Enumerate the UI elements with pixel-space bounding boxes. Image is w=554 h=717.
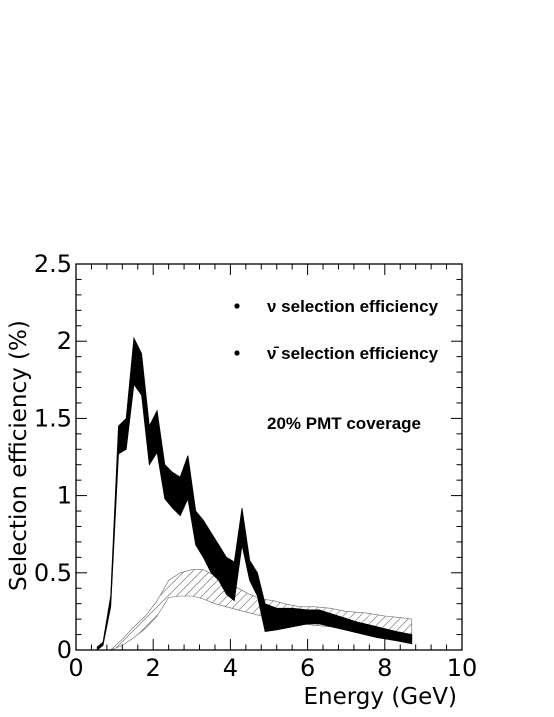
x-axis-title: Energy (GeV) [304, 684, 458, 710]
y-tick-label: 2.5 [34, 250, 72, 278]
annotation-pmt-coverage: 20% PMT coverage [267, 414, 421, 433]
x-tick-label: 0 [68, 654, 83, 682]
legend-label-nu: ν selection efficiency [267, 297, 439, 316]
y-tick-label: 1.5 [34, 404, 72, 432]
band-group [96, 336, 413, 650]
tick-group [75, 263, 463, 651]
series-band-0 [96, 336, 413, 650]
y-tick-label: 2 [57, 327, 72, 355]
x-tick-label: 4 [223, 654, 238, 682]
plot-frame [75, 263, 463, 651]
legend-marker-nu [234, 303, 240, 309]
x-tick-label: 6 [300, 654, 315, 682]
legend-marker-nubar [234, 350, 240, 356]
x-tick-label: 8 [377, 654, 392, 682]
legend: ν selection efficiency ν̄ selection effi… [234, 297, 439, 363]
y-tick-label: 0 [57, 636, 72, 664]
x-tick-label: 2 [146, 654, 161, 682]
y-axis-title: Selection efficiency (%) [6, 320, 32, 591]
x-tick-label: 10 [447, 654, 478, 682]
y-tick-label: 1 [57, 482, 72, 510]
tick-label-group: 0 2 4 6 8 10 0 0.5 1 1.5 2 2.5 [34, 250, 477, 682]
y-tick-label: 0.5 [34, 559, 72, 587]
legend-label-nubar: ν̄ selection efficiency [267, 344, 439, 363]
